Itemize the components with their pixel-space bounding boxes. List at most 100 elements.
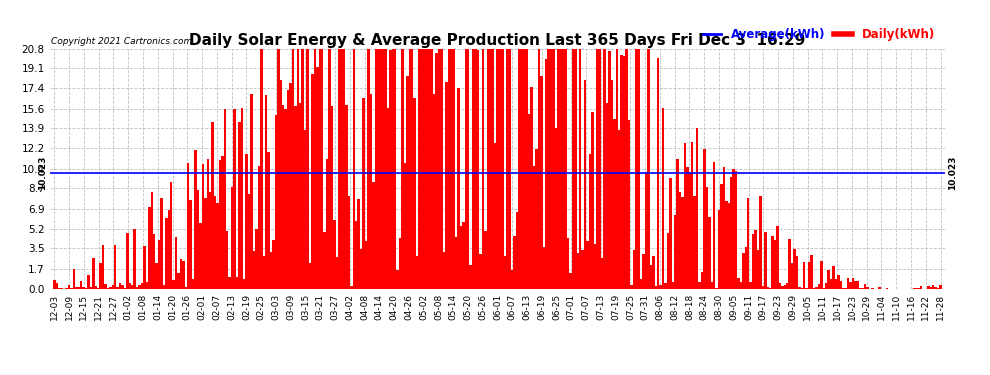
- Bar: [489, 49, 491, 289]
- Bar: [796, 256, 798, 289]
- Bar: [165, 218, 167, 289]
- Bar: [362, 98, 364, 289]
- Bar: [446, 82, 447, 289]
- Bar: [131, 285, 134, 289]
- Bar: [467, 49, 469, 289]
- Bar: [70, 288, 72, 289]
- Bar: [284, 110, 287, 289]
- Bar: [126, 233, 129, 289]
- Bar: [759, 196, 761, 289]
- Bar: [421, 49, 423, 289]
- Bar: [603, 49, 606, 289]
- Bar: [501, 49, 504, 289]
- Bar: [416, 256, 419, 289]
- Bar: [438, 49, 441, 289]
- Bar: [509, 49, 511, 289]
- Bar: [513, 236, 516, 289]
- Bar: [82, 287, 85, 289]
- Bar: [260, 49, 262, 289]
- Bar: [801, 288, 803, 289]
- Bar: [798, 286, 801, 289]
- Bar: [818, 284, 820, 289]
- Bar: [452, 49, 454, 289]
- Bar: [567, 238, 569, 289]
- Bar: [738, 278, 740, 289]
- Bar: [311, 74, 314, 289]
- Bar: [139, 285, 141, 289]
- Bar: [99, 263, 102, 289]
- Bar: [428, 49, 431, 289]
- Bar: [849, 282, 851, 289]
- Bar: [265, 95, 267, 289]
- Bar: [920, 286, 923, 289]
- Bar: [170, 182, 172, 289]
- Bar: [728, 203, 730, 289]
- Bar: [701, 272, 703, 289]
- Legend: Average(kWh), Daily(kWh): Average(kWh), Daily(kWh): [699, 24, 940, 46]
- Bar: [316, 67, 319, 289]
- Bar: [255, 229, 257, 289]
- Bar: [75, 287, 77, 289]
- Bar: [541, 76, 543, 289]
- Bar: [129, 283, 131, 289]
- Bar: [557, 49, 559, 289]
- Bar: [287, 90, 289, 289]
- Bar: [389, 50, 392, 289]
- Bar: [616, 49, 618, 289]
- Bar: [681, 198, 684, 289]
- Bar: [608, 51, 611, 289]
- Bar: [661, 108, 664, 289]
- Bar: [236, 277, 239, 289]
- Bar: [90, 287, 92, 289]
- Bar: [494, 143, 496, 289]
- Bar: [347, 196, 350, 289]
- Bar: [224, 109, 226, 289]
- Bar: [554, 128, 557, 289]
- Bar: [392, 49, 394, 289]
- Bar: [67, 285, 70, 289]
- Bar: [355, 221, 357, 289]
- Bar: [623, 56, 626, 289]
- Bar: [838, 275, 840, 289]
- Bar: [374, 49, 377, 289]
- Bar: [401, 49, 404, 289]
- Bar: [331, 106, 334, 289]
- Bar: [219, 159, 221, 289]
- Bar: [833, 266, 835, 289]
- Bar: [482, 49, 484, 289]
- Bar: [547, 49, 549, 289]
- Bar: [423, 49, 426, 289]
- Bar: [419, 49, 421, 289]
- Bar: [404, 163, 406, 289]
- Title: Daily Solar Energy & Average Production Last 365 Days Fri Dec 3  16:29: Daily Solar Energy & Average Production …: [189, 33, 806, 48]
- Bar: [791, 263, 793, 289]
- Bar: [643, 254, 644, 289]
- Bar: [297, 49, 299, 289]
- Bar: [479, 254, 482, 289]
- Bar: [441, 49, 443, 289]
- Bar: [252, 251, 255, 289]
- Bar: [652, 256, 654, 289]
- Bar: [112, 285, 114, 289]
- Bar: [562, 49, 564, 289]
- Bar: [611, 81, 613, 289]
- Bar: [167, 210, 170, 289]
- Bar: [696, 128, 698, 289]
- Bar: [856, 281, 859, 289]
- Bar: [338, 49, 341, 289]
- Bar: [450, 49, 452, 289]
- Bar: [754, 230, 756, 289]
- Bar: [341, 49, 343, 289]
- Bar: [472, 49, 474, 289]
- Bar: [864, 284, 866, 289]
- Bar: [730, 177, 733, 289]
- Bar: [638, 49, 640, 289]
- Bar: [747, 198, 749, 289]
- Bar: [781, 286, 783, 289]
- Bar: [262, 256, 265, 289]
- Bar: [394, 49, 396, 289]
- Bar: [443, 252, 446, 289]
- Bar: [928, 286, 930, 289]
- Bar: [314, 49, 316, 289]
- Bar: [80, 281, 82, 289]
